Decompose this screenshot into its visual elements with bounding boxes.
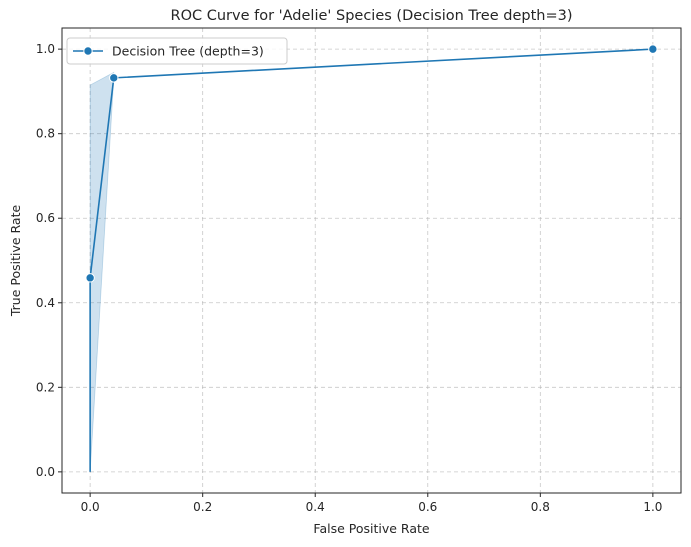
- legend-box: [66, 37, 288, 65]
- x-axis-label: False Positive Rate: [313, 521, 429, 536]
- series-band-0: [89, 71, 115, 472]
- grid-lines: [62, 28, 681, 493]
- y-tick-label-5: 1.0: [36, 42, 55, 56]
- series-line-0: [89, 48, 653, 472]
- x-tick-label-4: 0.8: [531, 500, 550, 514]
- y-tick-label-4: 0.8: [36, 127, 55, 141]
- plot-frame: [61, 27, 682, 494]
- legend-label: Decision Tree (depth=3): [112, 44, 264, 59]
- data-point-0-1: [85, 273, 95, 283]
- series-markers: [85, 44, 658, 283]
- x-tick-label-2: 0.4: [306, 500, 325, 514]
- x-tick-label-5: 1.0: [643, 500, 662, 514]
- y-tick-label-2: 0.4: [36, 296, 55, 310]
- y-tick-label-1: 0.2: [36, 380, 55, 394]
- y-axis-ticks: 0.0 0.2 0.4 0.6 0.8 1.0: [36, 42, 62, 479]
- confidence-band: [89, 71, 115, 472]
- legend: Decision Tree (depth=3): [66, 37, 288, 65]
- y-axis-label: True Positive Rate: [8, 205, 23, 318]
- x-tick-label-1: 0.2: [193, 500, 212, 514]
- data-point-0-2: [109, 73, 119, 83]
- data-point-0-3: [648, 44, 658, 54]
- y-tick-label-3: 0.6: [36, 211, 55, 225]
- legend-marker-swatch: [83, 46, 93, 56]
- y-tick-label-0: 0.0: [36, 465, 55, 479]
- chart-title: ROC Curve for 'Adelie' Species (Decision…: [171, 8, 573, 24]
- plot-background: [62, 28, 681, 493]
- x-tick-label-3: 0.6: [418, 500, 437, 514]
- series-lines: [89, 48, 653, 472]
- x-axis-ticks: 0.0 0.2 0.4 0.6 0.8 1.0: [81, 493, 662, 514]
- x-tick-label-0: 0.0: [81, 500, 100, 514]
